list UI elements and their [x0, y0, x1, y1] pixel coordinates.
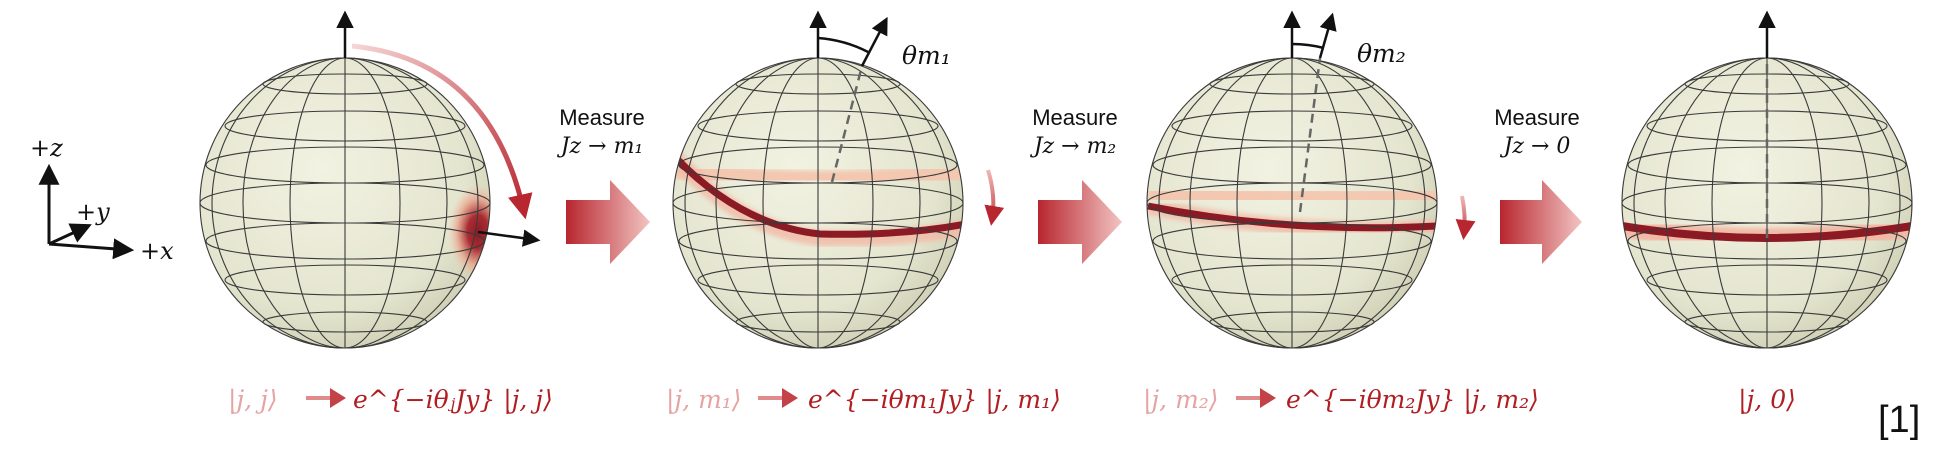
step-2-arrow-icon — [1038, 180, 1122, 264]
sphere-3-tilted-vector — [1318, 12, 1337, 59]
caption-1-arrow-icon — [330, 388, 346, 408]
step-1-operation-label: Jz → m₁ — [557, 134, 644, 159]
step-2-operation-label: Jz → m₂ — [1030, 134, 1117, 159]
reference-label: [1] — [1878, 399, 1920, 441]
caption-3-arrow-icon — [1260, 388, 1276, 408]
sphere-1-spin-vector — [477, 229, 541, 247]
caption-2-to: e^{−iθm₁Jy} |j, m₁⟩ — [808, 385, 1061, 415]
sphere-3-faded-band — [1147, 182, 1437, 210]
coordinate-axes: +z +y +x — [30, 134, 174, 265]
sphere-2-faded-band — [673, 161, 963, 189]
captions: |j, j⟩ e^{−iθⱼJy} |j, j⟩ |j, m₁⟩ e^{−iθm… — [228, 385, 1796, 415]
sphere-3-small-arrow-icon — [1455, 195, 1476, 240]
step-1-measure-label: Measure — [559, 105, 645, 130]
caption-1-to: e^{−iθⱼJy} |j, j⟩ — [353, 385, 553, 415]
step-3-measure-label: Measure — [1494, 105, 1580, 130]
sphere-1 — [199, 10, 541, 349]
step-3-arrow-icon — [1500, 180, 1582, 264]
sphere-2-dashed-axis — [830, 65, 864, 183]
caption-3-to: e^{−iθm₂Jy} |j, m₂⟩ — [1286, 385, 1539, 415]
step-1-arrow-icon — [566, 180, 650, 264]
sphere-2-small-arrow-icon — [984, 169, 1005, 226]
axis-x-label: +x — [140, 237, 174, 265]
caption-2-from: |j, m₁⟩ — [666, 385, 742, 415]
axis-y-label: +y — [76, 198, 110, 226]
step-1: Measure Jz → m₁ — [557, 105, 650, 264]
step-2-measure-label: Measure — [1032, 105, 1118, 130]
axis-z-label: +z — [30, 134, 63, 162]
step-3-operation-label: Jz → 0 — [1500, 134, 1571, 159]
sphere-4 — [1621, 10, 1913, 349]
caption-4-to: |j, 0⟩ — [1738, 385, 1796, 415]
caption-3-from: |j, m₂⟩ — [1143, 385, 1219, 415]
sphere-3: θm₂ — [1146, 10, 1476, 349]
sphere-2: θm₁ — [672, 10, 1005, 349]
step-2: Measure Jz → m₂ — [1030, 105, 1122, 264]
theta-m1-label: θm₁ — [902, 41, 951, 70]
rotation-arrow-icon — [351, 43, 533, 220]
theta-m2-label: θm₂ — [1357, 39, 1406, 68]
sphere-3-dashed-axis — [1298, 57, 1322, 213]
caption-1-from: |j, j⟩ — [228, 385, 278, 415]
sphere-2-tilted-vector — [860, 16, 888, 67]
sphere-2-angle-arc — [817, 36, 869, 54]
step-3: Measure Jz → 0 — [1494, 105, 1582, 264]
sphere-3-angle-arc — [1291, 42, 1325, 50]
caption-2-arrow-icon — [782, 388, 798, 408]
